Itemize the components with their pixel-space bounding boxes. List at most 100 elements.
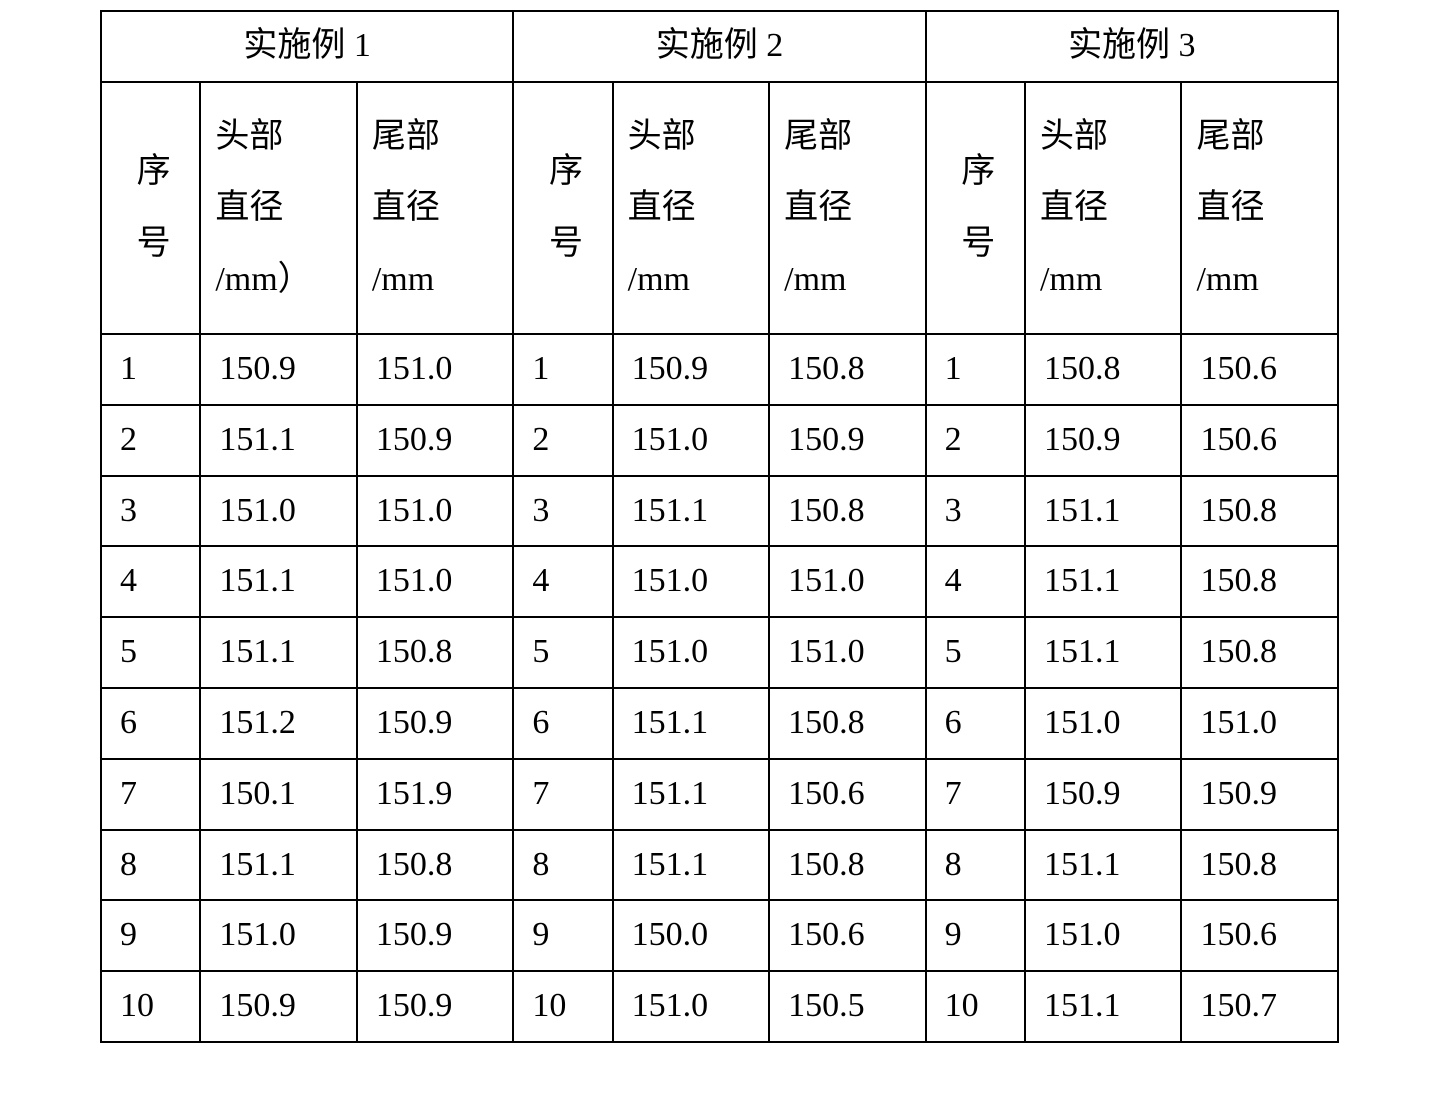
cell: 150.5 <box>769 971 925 1042</box>
col-head-3: 头部直径/mm <box>1025 82 1181 334</box>
cell: 1 <box>101 334 200 405</box>
cell: 151.1 <box>200 405 356 476</box>
cell: 7 <box>101 759 200 830</box>
cell: 150.8 <box>769 688 925 759</box>
cell: 5 <box>926 617 1025 688</box>
cell: 3 <box>513 476 612 547</box>
cell: 1 <box>926 334 1025 405</box>
table-row: 1150.9151.01150.9150.81150.8150.6 <box>101 334 1338 405</box>
cell: 6 <box>926 688 1025 759</box>
cell: 10 <box>926 971 1025 1042</box>
cell: 8 <box>513 830 612 901</box>
group-header-row: 实施例 1 实施例 2 实施例 3 <box>101 11 1338 82</box>
cell: 151.0 <box>613 405 769 476</box>
cell: 150.8 <box>1181 617 1338 688</box>
col-seq-1: 序号 <box>101 82 200 334</box>
cell: 4 <box>926 546 1025 617</box>
cell: 2 <box>513 405 612 476</box>
cell: 151.1 <box>200 617 356 688</box>
page: 实施例 1 实施例 2 实施例 3 序号 头部直径/mm） 尾部直径/mm 序号… <box>0 0 1439 1103</box>
cell: 150.8 <box>357 830 513 901</box>
cell: 150.6 <box>769 900 925 971</box>
table-row: 7150.1151.97151.1150.67150.9150.9 <box>101 759 1338 830</box>
cell: 8 <box>101 830 200 901</box>
cell: 150.9 <box>1025 759 1181 830</box>
cell: 151.0 <box>357 476 513 547</box>
cell: 151.0 <box>613 546 769 617</box>
cell: 151.1 <box>200 546 356 617</box>
cell: 7 <box>926 759 1025 830</box>
col-tail-2: 尾部直径/mm <box>769 82 925 334</box>
cell: 150.9 <box>1025 405 1181 476</box>
cell: 150.0 <box>613 900 769 971</box>
cell: 150.9 <box>769 405 925 476</box>
cell: 2 <box>926 405 1025 476</box>
cell: 151.1 <box>1025 830 1181 901</box>
cell: 150.6 <box>1181 334 1338 405</box>
measurements-table: 实施例 1 实施例 2 实施例 3 序号 头部直径/mm） 尾部直径/mm 序号… <box>100 10 1339 1043</box>
cell: 151.0 <box>613 971 769 1042</box>
cell: 150.9 <box>357 405 513 476</box>
col-tail-3: 尾部直径/mm <box>1181 82 1338 334</box>
cell: 151.1 <box>613 830 769 901</box>
group-title-2: 实施例 2 <box>513 11 925 82</box>
table-row: 9151.0150.99150.0150.69151.0150.6 <box>101 900 1338 971</box>
cell: 3 <box>101 476 200 547</box>
cell: 6 <box>513 688 612 759</box>
cell: 150.9 <box>357 900 513 971</box>
cell: 151.0 <box>769 546 925 617</box>
cell: 151.1 <box>613 759 769 830</box>
cell: 150.8 <box>1025 334 1181 405</box>
cell: 151.0 <box>357 546 513 617</box>
table-row: 3151.0151.03151.1150.83151.1150.8 <box>101 476 1338 547</box>
table-row: 6151.2150.96151.1150.86151.0151.0 <box>101 688 1338 759</box>
table-row: 8151.1150.88151.1150.88151.1150.8 <box>101 830 1338 901</box>
cell: 150.9 <box>1181 759 1338 830</box>
cell: 151.0 <box>1181 688 1338 759</box>
group-title-1: 实施例 1 <box>101 11 513 82</box>
cell: 150.9 <box>613 334 769 405</box>
col-tail-1: 尾部直径/mm <box>357 82 513 334</box>
cell: 6 <box>101 688 200 759</box>
table-row: 10150.9150.910151.0150.510151.1150.7 <box>101 971 1338 1042</box>
cell: 151.1 <box>613 688 769 759</box>
cell: 151.0 <box>357 334 513 405</box>
cell: 2 <box>101 405 200 476</box>
cell: 151.0 <box>613 617 769 688</box>
cell: 150.8 <box>769 476 925 547</box>
cell: 8 <box>926 830 1025 901</box>
cell: 151.0 <box>769 617 925 688</box>
cell: 151.1 <box>1025 971 1181 1042</box>
cell: 150.8 <box>769 830 925 901</box>
cell: 151.1 <box>613 476 769 547</box>
cell: 9 <box>513 900 612 971</box>
cell: 10 <box>101 971 200 1042</box>
sub-header-row: 序号 头部直径/mm） 尾部直径/mm 序号 头部直径/mm 尾部直径/mm 序… <box>101 82 1338 334</box>
cell: 151.1 <box>200 830 356 901</box>
col-head-2: 头部直径/mm <box>613 82 769 334</box>
col-seq-2: 序号 <box>513 82 612 334</box>
cell: 5 <box>513 617 612 688</box>
cell: 151.9 <box>357 759 513 830</box>
cell: 151.1 <box>1025 476 1181 547</box>
cell: 9 <box>926 900 1025 971</box>
group-title-3: 实施例 3 <box>926 11 1338 82</box>
col-seq-3: 序号 <box>926 82 1025 334</box>
cell: 10 <box>513 971 612 1042</box>
cell: 151.2 <box>200 688 356 759</box>
table-row: 4151.1151.04151.0151.04151.1150.8 <box>101 546 1338 617</box>
cell: 150.8 <box>769 334 925 405</box>
table-row: 5151.1150.85151.0151.05151.1150.8 <box>101 617 1338 688</box>
cell: 151.0 <box>1025 900 1181 971</box>
cell: 151.0 <box>200 900 356 971</box>
cell: 4 <box>513 546 612 617</box>
cell: 150.9 <box>200 334 356 405</box>
cell: 151.1 <box>1025 617 1181 688</box>
cell: 151.1 <box>1025 546 1181 617</box>
cell: 150.8 <box>1181 476 1338 547</box>
cell: 151.0 <box>1025 688 1181 759</box>
cell: 150.9 <box>357 971 513 1042</box>
cell: 150.1 <box>200 759 356 830</box>
cell: 150.8 <box>1181 830 1338 901</box>
data-body: 1150.9151.01150.9150.81150.8150.62151.11… <box>101 334 1338 1042</box>
